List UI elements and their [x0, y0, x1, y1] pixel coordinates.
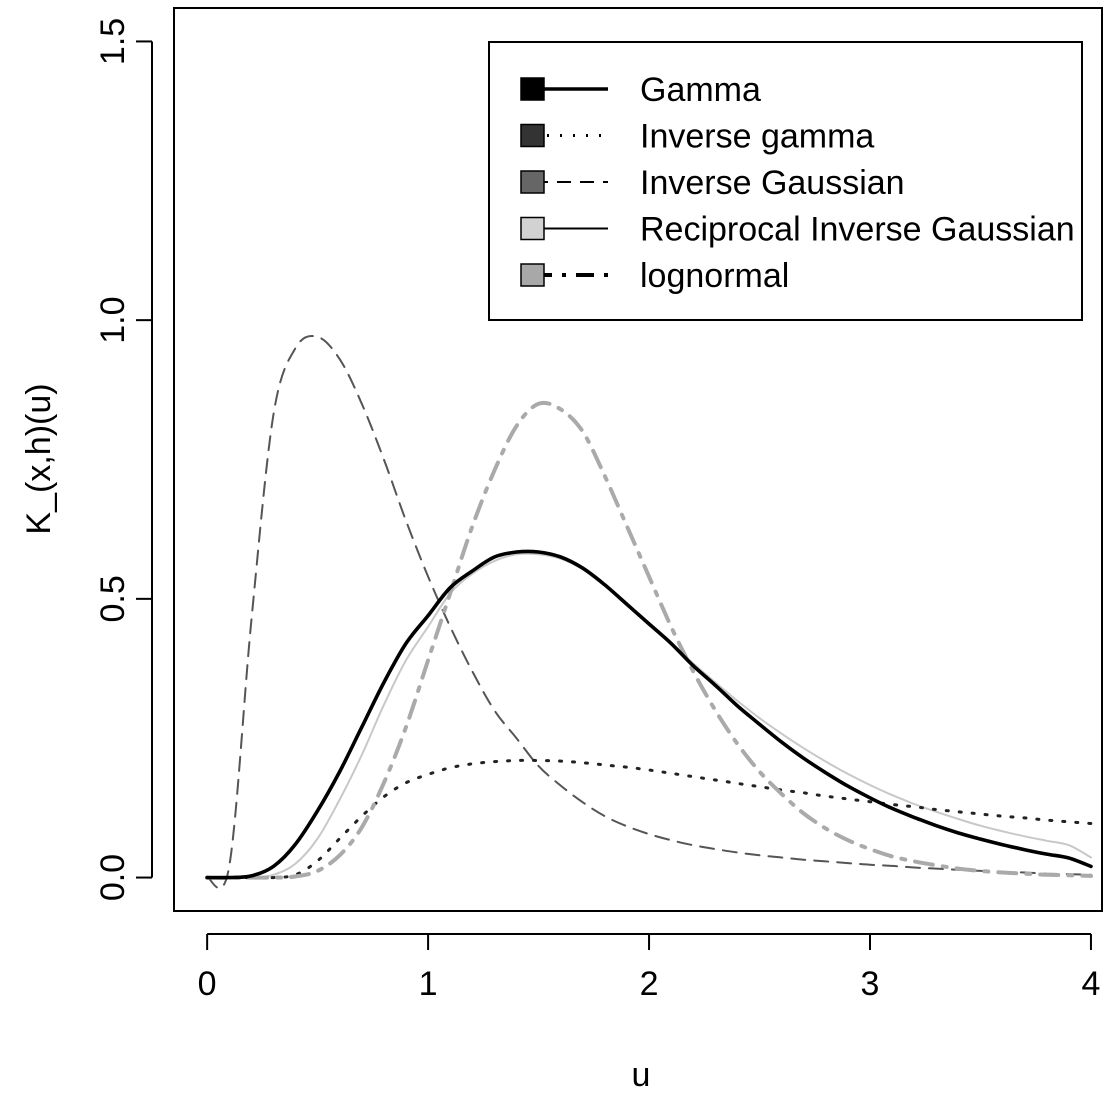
- series-line-lognormal: [205, 400, 1093, 880]
- legend-item: Inverse gamma: [520, 118, 874, 156]
- legend: Gamma Inverse gamma Inverse Gaussian Recipr…: [488, 41, 1083, 321]
- series-layer: [205, 335, 1093, 890]
- legend-label: Inverse gamma: [640, 118, 874, 156]
- legend-label: Reciprocal Inverse Gaussian: [640, 211, 1075, 249]
- legend-label: Gamma: [640, 71, 761, 109]
- y-axis: 0.0 0.5 1.0 1.5: [94, 18, 153, 901]
- y-axis-title: K_(x,h)(u): [20, 383, 58, 534]
- x-tick-label: 3: [861, 965, 880, 1003]
- y-tick-label: 0.5: [94, 575, 132, 622]
- legend-item: Inverse Gaussian: [520, 164, 905, 202]
- y-tick-label: 1.5: [94, 18, 132, 65]
- legend-item: Gamma: [520, 71, 761, 109]
- x-tick-label: 1: [419, 965, 438, 1003]
- x-tick-label: 2: [640, 965, 659, 1003]
- x-axis-title: u: [632, 1056, 651, 1093]
- series-line-inverse-gamma: [205, 758, 1093, 880]
- series-line-inverse-gaussian: [206, 335, 1092, 890]
- series-line-gamma: [205, 549, 1093, 880]
- legend-label: Inverse Gaussian: [640, 164, 905, 202]
- legend-item: Reciprocal Inverse Gaussian: [520, 211, 1075, 249]
- legend-swatch: [520, 263, 545, 287]
- legend-swatch: [520, 77, 545, 101]
- legend-swatch: [520, 123, 545, 148]
- series-line-reciprocal-inverse-gaussian: [206, 552, 1092, 879]
- y-tick-label: 0.0: [94, 854, 132, 901]
- legend-item: lognormal: [520, 257, 789, 295]
- legend-label: lognormal: [640, 257, 789, 295]
- x-axis: 0 1 2 3 4: [198, 933, 1100, 1003]
- legend-swatch: [520, 170, 545, 194]
- x-tick-label: 0: [198, 965, 217, 1003]
- legend-swatch: [520, 216, 545, 241]
- plot-frame: [173, 7, 1103, 912]
- y-tick-label: 1.0: [94, 297, 132, 344]
- x-tick-label: 4: [1081, 965, 1100, 1003]
